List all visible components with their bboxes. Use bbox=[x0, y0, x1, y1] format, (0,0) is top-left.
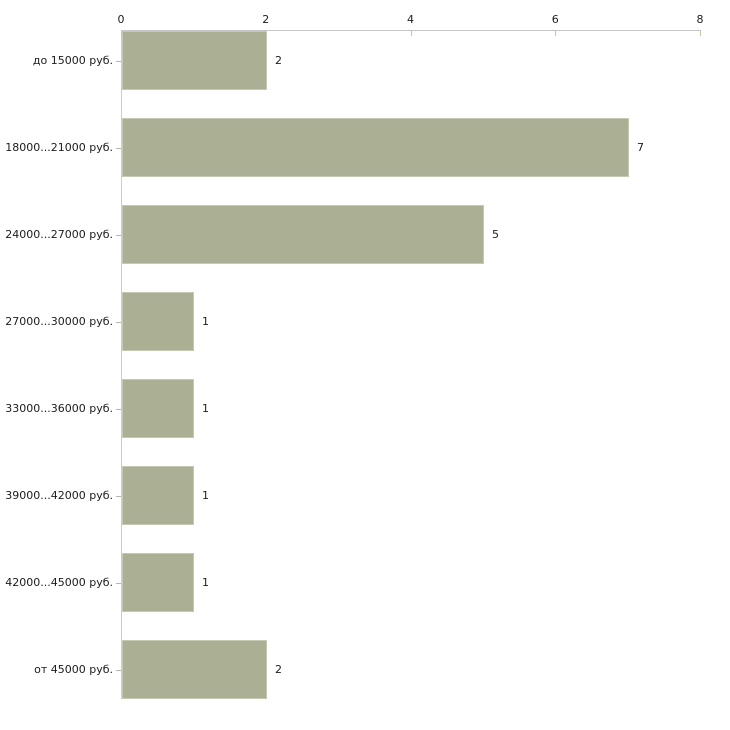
bar-value-label: 2 bbox=[275, 54, 282, 67]
x-axis-tick bbox=[121, 31, 122, 36]
category-tick bbox=[116, 670, 121, 671]
category-label: 27000...30000 руб. bbox=[5, 315, 113, 328]
category-tick bbox=[116, 583, 121, 584]
bar-value-label: 7 bbox=[637, 141, 644, 154]
category-tick bbox=[116, 148, 121, 149]
x-axis-tick-label: 4 bbox=[407, 13, 414, 26]
x-axis-tick bbox=[410, 31, 412, 36]
bar-value-label: 5 bbox=[492, 228, 499, 241]
x-axis-tick-label: 8 bbox=[696, 13, 704, 26]
category-label: 18000...21000 руб. bbox=[5, 141, 113, 154]
y-axis-line bbox=[121, 30, 122, 699]
bar bbox=[122, 379, 194, 438]
bar bbox=[122, 292, 194, 351]
bar-value-label: 1 bbox=[202, 489, 209, 502]
category-tick bbox=[116, 235, 121, 236]
bar-value-label: 1 bbox=[202, 576, 209, 589]
category-label: 39000...42000 руб. bbox=[5, 489, 113, 502]
x-axis-tick-label: 2 bbox=[262, 13, 270, 26]
category-label: до 15000 руб. bbox=[32, 54, 113, 67]
bar bbox=[122, 466, 194, 525]
x-axis-tick-label: 6 bbox=[551, 13, 559, 26]
bar bbox=[122, 205, 484, 264]
category-label: 42000...45000 руб. bbox=[5, 576, 113, 589]
x-axis-line bbox=[121, 30, 701, 31]
bar bbox=[122, 553, 194, 612]
bar bbox=[122, 31, 267, 90]
category-label: 33000...36000 руб. bbox=[5, 402, 113, 415]
bar bbox=[122, 640, 267, 699]
bar-value-label: 1 bbox=[202, 315, 209, 328]
x-axis-tick bbox=[555, 31, 557, 36]
category-label: от 45000 руб. bbox=[34, 663, 113, 676]
category-tick bbox=[116, 496, 121, 497]
x-axis-tick bbox=[700, 31, 701, 36]
bar-value-label: 1 bbox=[202, 402, 209, 415]
x-axis-tick-label: 0 bbox=[117, 13, 125, 26]
category-tick bbox=[116, 322, 121, 323]
category-tick bbox=[116, 61, 121, 62]
bar-value-label: 2 bbox=[275, 663, 282, 676]
category-label: 24000...27000 руб. bbox=[5, 228, 113, 241]
category-tick bbox=[116, 409, 121, 410]
bar bbox=[122, 118, 629, 177]
